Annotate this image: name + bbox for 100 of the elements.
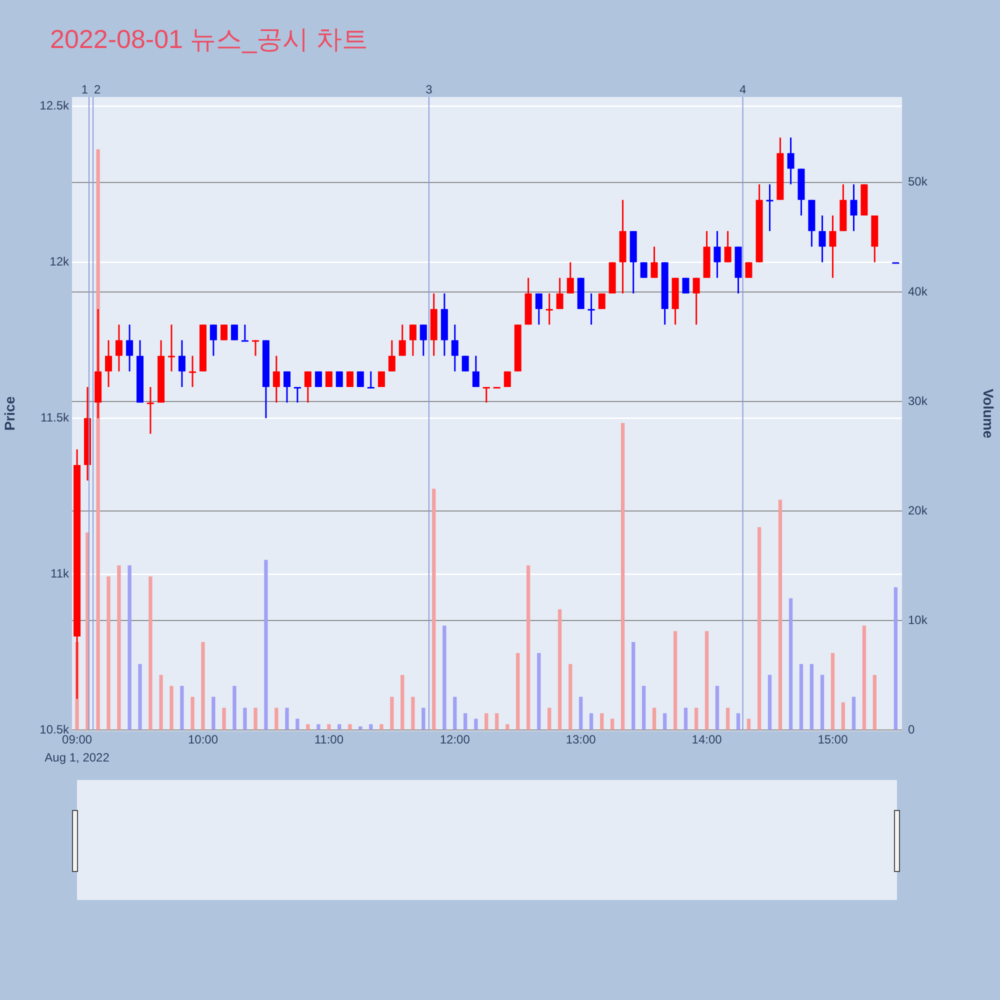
bar [652,708,656,730]
bar [390,696,394,730]
text: 3 [426,82,433,96]
bar [746,718,751,730]
bar [632,642,636,730]
y2-tick-label: 50k [908,174,928,189]
bar [180,686,184,730]
bar [830,653,835,730]
bar [212,696,216,730]
candlestick [787,136,794,186]
bar [526,565,530,730]
bar [316,724,320,730]
candlestick [504,370,511,388]
y2-tick-label: 40k [908,284,928,298]
candlestick [714,230,721,279]
candlestick [346,370,354,388]
bar [190,696,194,730]
bar [841,702,846,730]
bar [673,631,678,730]
candlestick [482,386,490,404]
bar [243,708,247,730]
bar [159,674,163,730]
bar [862,626,866,730]
candlestick [566,262,574,294]
x-tick-label: 12:00 [440,732,470,747]
bar [579,696,583,730]
candlestick [146,386,154,435]
x-tick-label: 14:00 [692,732,722,747]
bar [726,708,730,730]
bar [474,718,478,730]
candlestick [325,370,332,388]
bar [778,500,782,730]
candlestick [682,277,690,294]
bar [117,565,121,730]
bar [506,724,510,730]
candlestick [367,370,374,388]
y2-tick-label: 20k [908,503,928,518]
bar [642,686,646,730]
y-tick-label: 12.5k [40,98,70,113]
y2-axis-title: Volume [980,388,997,438]
candlestick [314,370,322,388]
bar [170,686,174,730]
bar [820,674,824,730]
bar [537,653,541,730]
bar [264,560,268,730]
bar [338,724,342,730]
bar [422,708,426,730]
bar [296,718,300,730]
candlestick [588,292,595,326]
candlestick [766,184,774,232]
bar [222,708,226,730]
candlestick [283,370,290,404]
text: 4 [739,82,746,96]
bar [411,696,415,730]
candlestick [535,292,542,326]
bar [516,653,520,730]
bar [620,423,625,730]
y-tick-label: 11.5k [40,410,70,424]
candlestick [126,324,134,372]
candlestick [745,262,752,279]
bar [704,631,709,730]
candlestick [115,324,122,372]
bar [484,713,488,730]
candlestick [546,292,553,326]
candlestick [556,277,564,310]
y-axis-title: Price [1,396,18,431]
bar [327,724,331,730]
bar [736,713,740,730]
bar [589,713,594,730]
text: 2 [94,82,102,96]
bar [369,724,373,730]
candlestick [178,339,186,388]
bar [358,726,362,730]
bar [600,713,604,730]
candlestick [640,262,648,279]
candlestick [230,324,238,341]
bar [432,488,436,730]
candlestick [272,355,280,404]
bar [232,686,236,730]
bar [757,527,762,730]
candlestick [220,324,228,341]
bar [453,696,457,730]
x-tick-label: 13:00 [566,732,596,747]
candlestick [304,370,312,404]
bar [148,576,152,730]
candlestick [462,355,469,372]
bar [128,565,132,730]
candlestick [356,370,364,388]
bar [684,708,688,730]
x-tick-label: 11:00 [314,732,344,747]
y-tick-label: 12k [50,254,70,269]
bar [201,642,205,730]
bar [464,713,468,730]
bar [788,598,793,730]
bar [442,626,446,730]
candlestick [692,277,700,326]
candlestick [850,184,858,232]
bar [799,664,804,730]
y2-tick-label: 10k [908,612,928,627]
bar [663,713,667,730]
